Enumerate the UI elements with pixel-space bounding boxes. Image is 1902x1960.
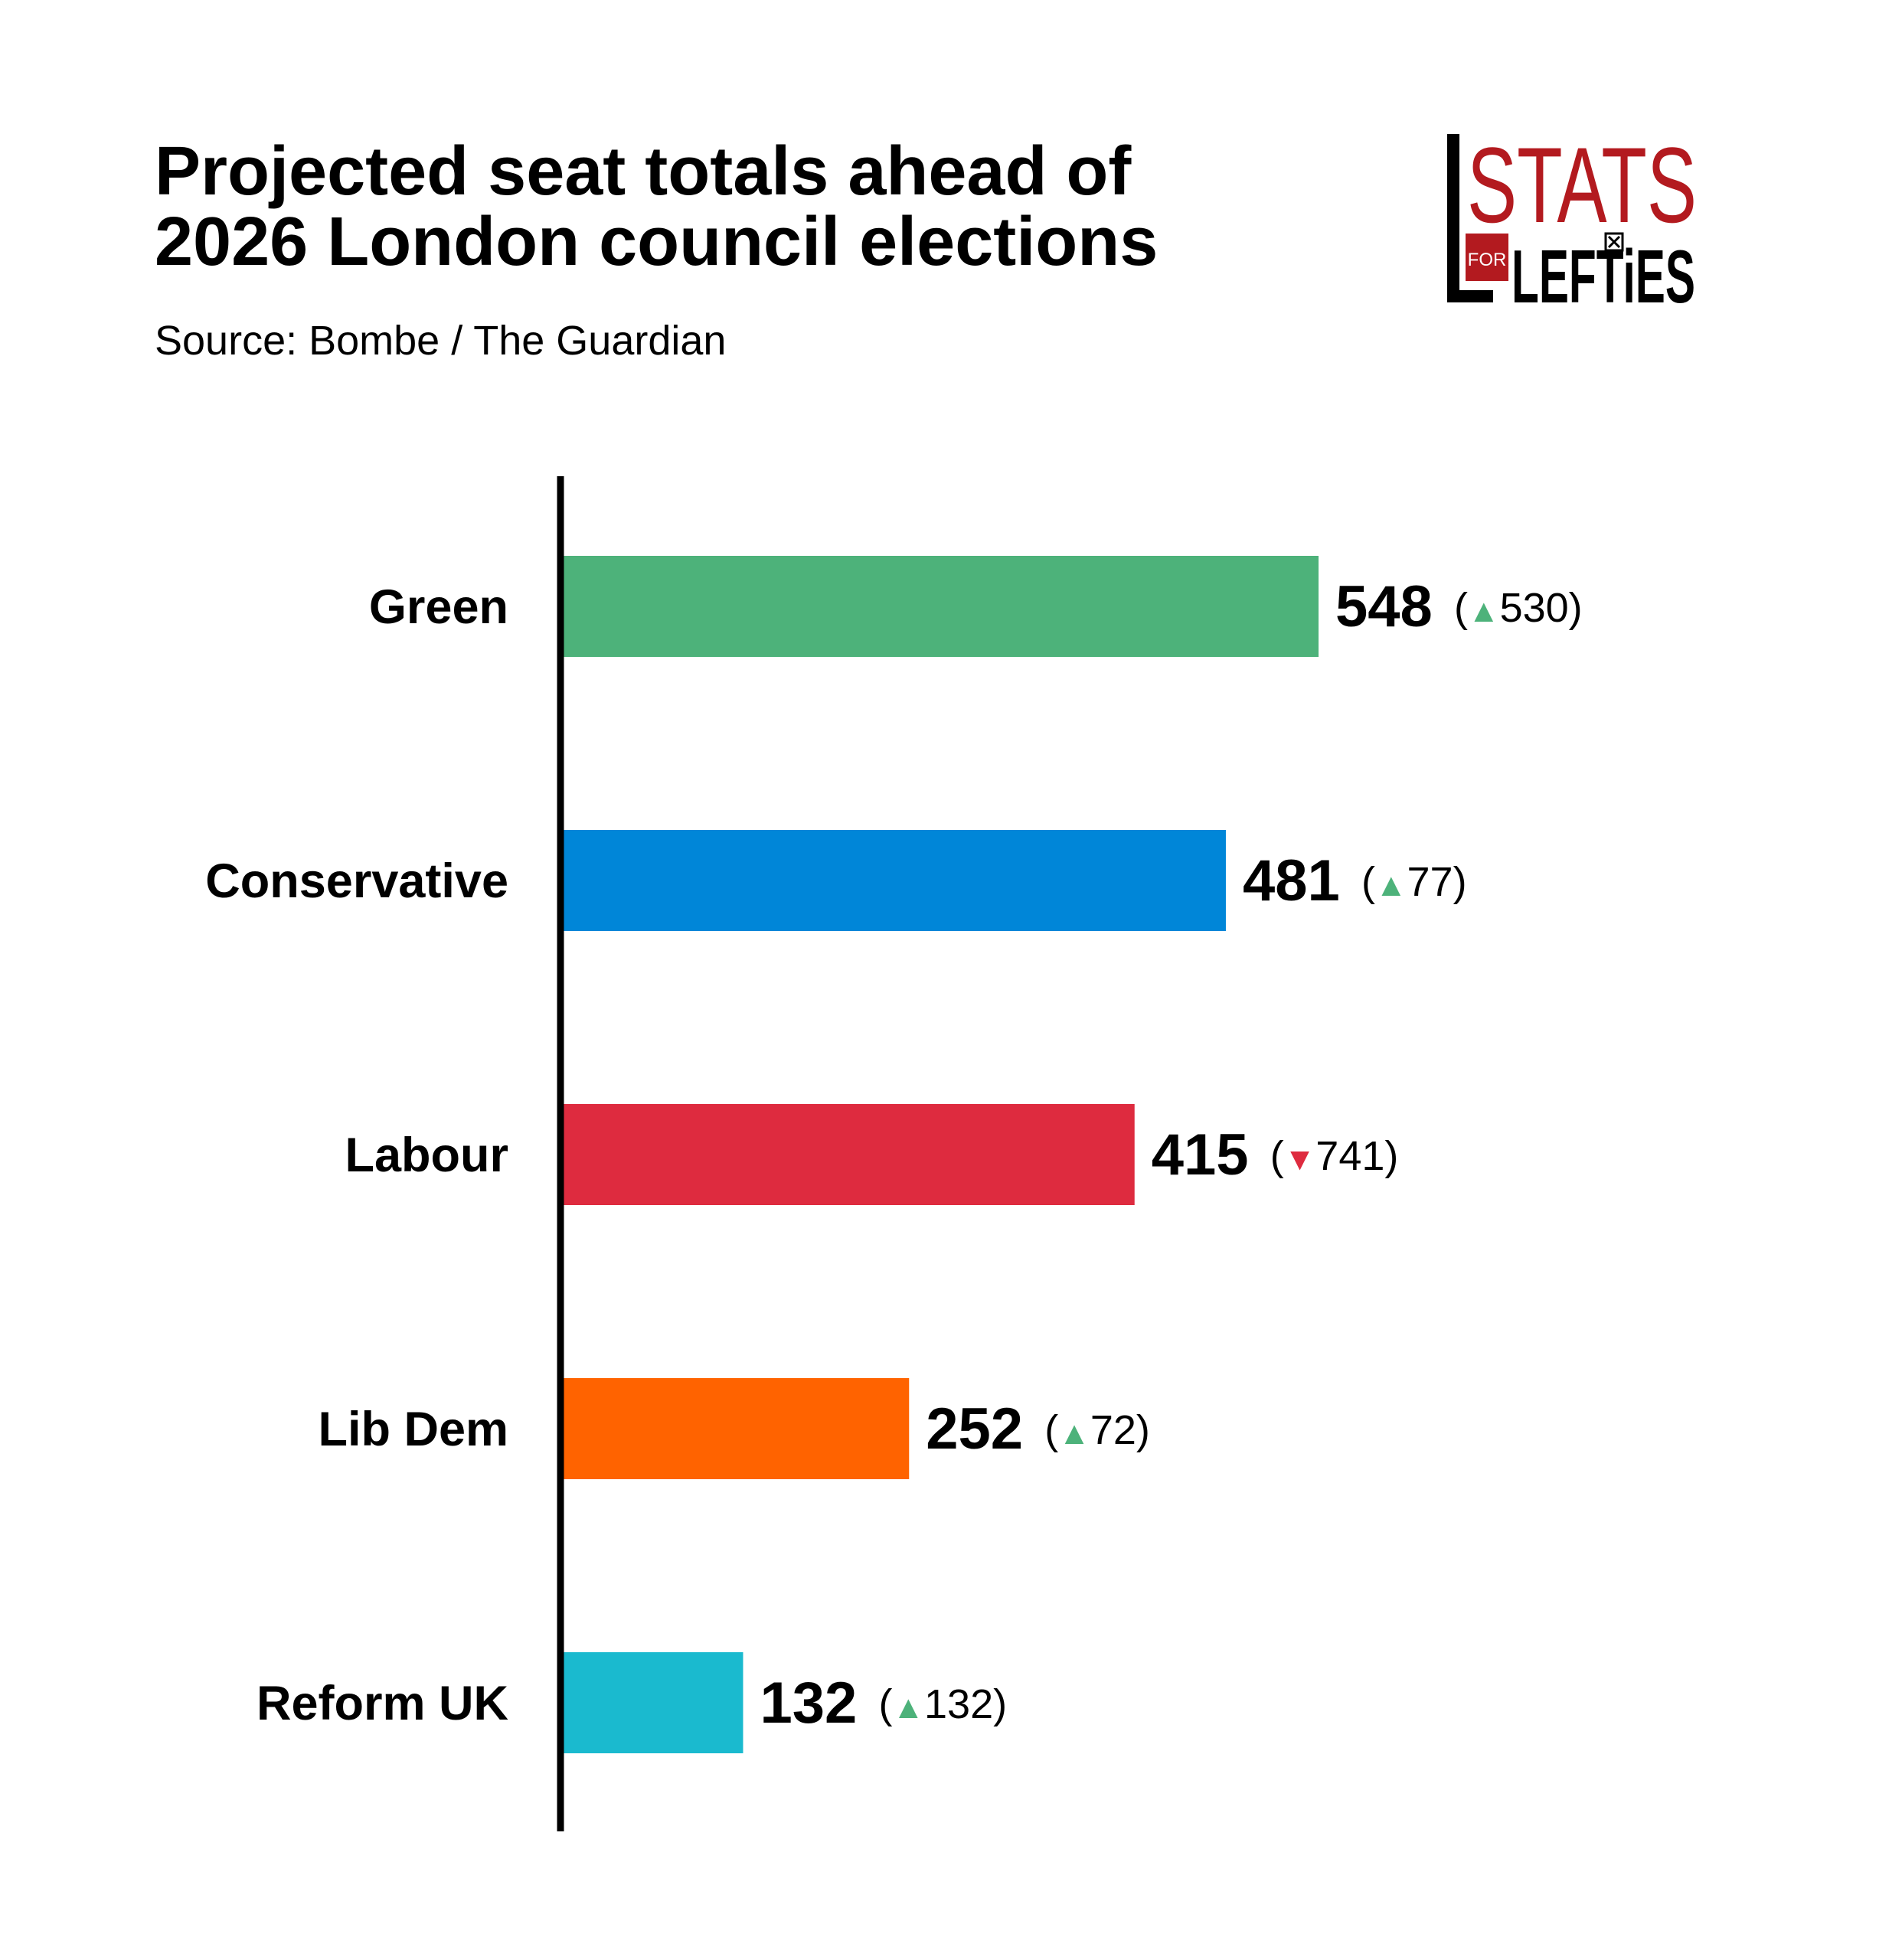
category-label: Green [369, 580, 508, 634]
change-open-paren: ( [878, 1681, 892, 1727]
chart-source: Source: Bombe / The Guardian [155, 318, 727, 364]
change-value: 77 [1407, 859, 1453, 905]
change-up-arrow-icon: ▲ [1058, 1415, 1090, 1451]
change-open-paren: ( [1270, 1133, 1284, 1179]
change-label: (▲530) [1454, 585, 1583, 631]
change-open-paren: ( [1454, 585, 1468, 631]
value-label: 252 [926, 1396, 1023, 1462]
change-close-paren: ) [1569, 585, 1583, 631]
category-label: Labour [345, 1129, 509, 1182]
change-value: 741 [1315, 1133, 1384, 1179]
change-up-arrow-icon: ▲ [1468, 593, 1500, 629]
title-line-1: Projected seat totals ahead of [155, 133, 1132, 210]
value-label: 132 [760, 1671, 857, 1736]
title-line-2: 2026 London council elections [155, 204, 1159, 280]
change-up-arrow-icon: ▲ [1375, 867, 1407, 903]
category-label: Conservative [205, 854, 508, 908]
bar-green [560, 556, 1319, 657]
bar-conservative [560, 830, 1226, 931]
value-label: 415 [1152, 1122, 1249, 1187]
logo-l-stem [1447, 134, 1459, 302]
logo-word-bottom: LEFTiES [1511, 234, 1695, 306]
change-value: 530 [1500, 585, 1569, 631]
change-close-paren: ) [1136, 1407, 1150, 1453]
change-label: (▲72) [1044, 1407, 1150, 1453]
chart-title: Projected seat totals ahead of 2026 Lond… [155, 136, 1303, 277]
change-open-paren: ( [1044, 1407, 1058, 1453]
logo-l-foot [1447, 290, 1493, 302]
logo-ballot-cross [1607, 235, 1621, 249]
change-open-paren: ( [1361, 859, 1375, 905]
change-value: 72 [1090, 1407, 1136, 1453]
change-close-paren: ) [1384, 1133, 1398, 1179]
change-label: (▼741) [1270, 1133, 1399, 1179]
logo-word-small: FOR [1468, 250, 1507, 270]
change-close-paren: ) [1453, 859, 1467, 905]
category-label: Lib Dem [318, 1403, 508, 1456]
stats-for-lefties-logo: STATS FOR LEFTiES [1447, 126, 1697, 306]
change-value: 132 [924, 1681, 993, 1727]
change-up-arrow-icon: ▲ [892, 1689, 924, 1725]
value-label: 481 [1243, 848, 1340, 913]
change-label: (▲132) [878, 1681, 1007, 1727]
change-down-arrow-icon: ▼ [1284, 1141, 1316, 1177]
change-close-paren: ) [993, 1681, 1007, 1727]
bar-reform-uk [560, 1652, 743, 1753]
category-label: Reform UK [257, 1677, 508, 1730]
bar-labour [560, 1104, 1135, 1205]
value-label: 548 [1335, 574, 1433, 639]
logo-word-top: STATS [1467, 126, 1697, 245]
bar-lib-dem [560, 1378, 910, 1479]
logo-badge [1466, 234, 1508, 281]
change-label: (▲77) [1361, 859, 1467, 905]
